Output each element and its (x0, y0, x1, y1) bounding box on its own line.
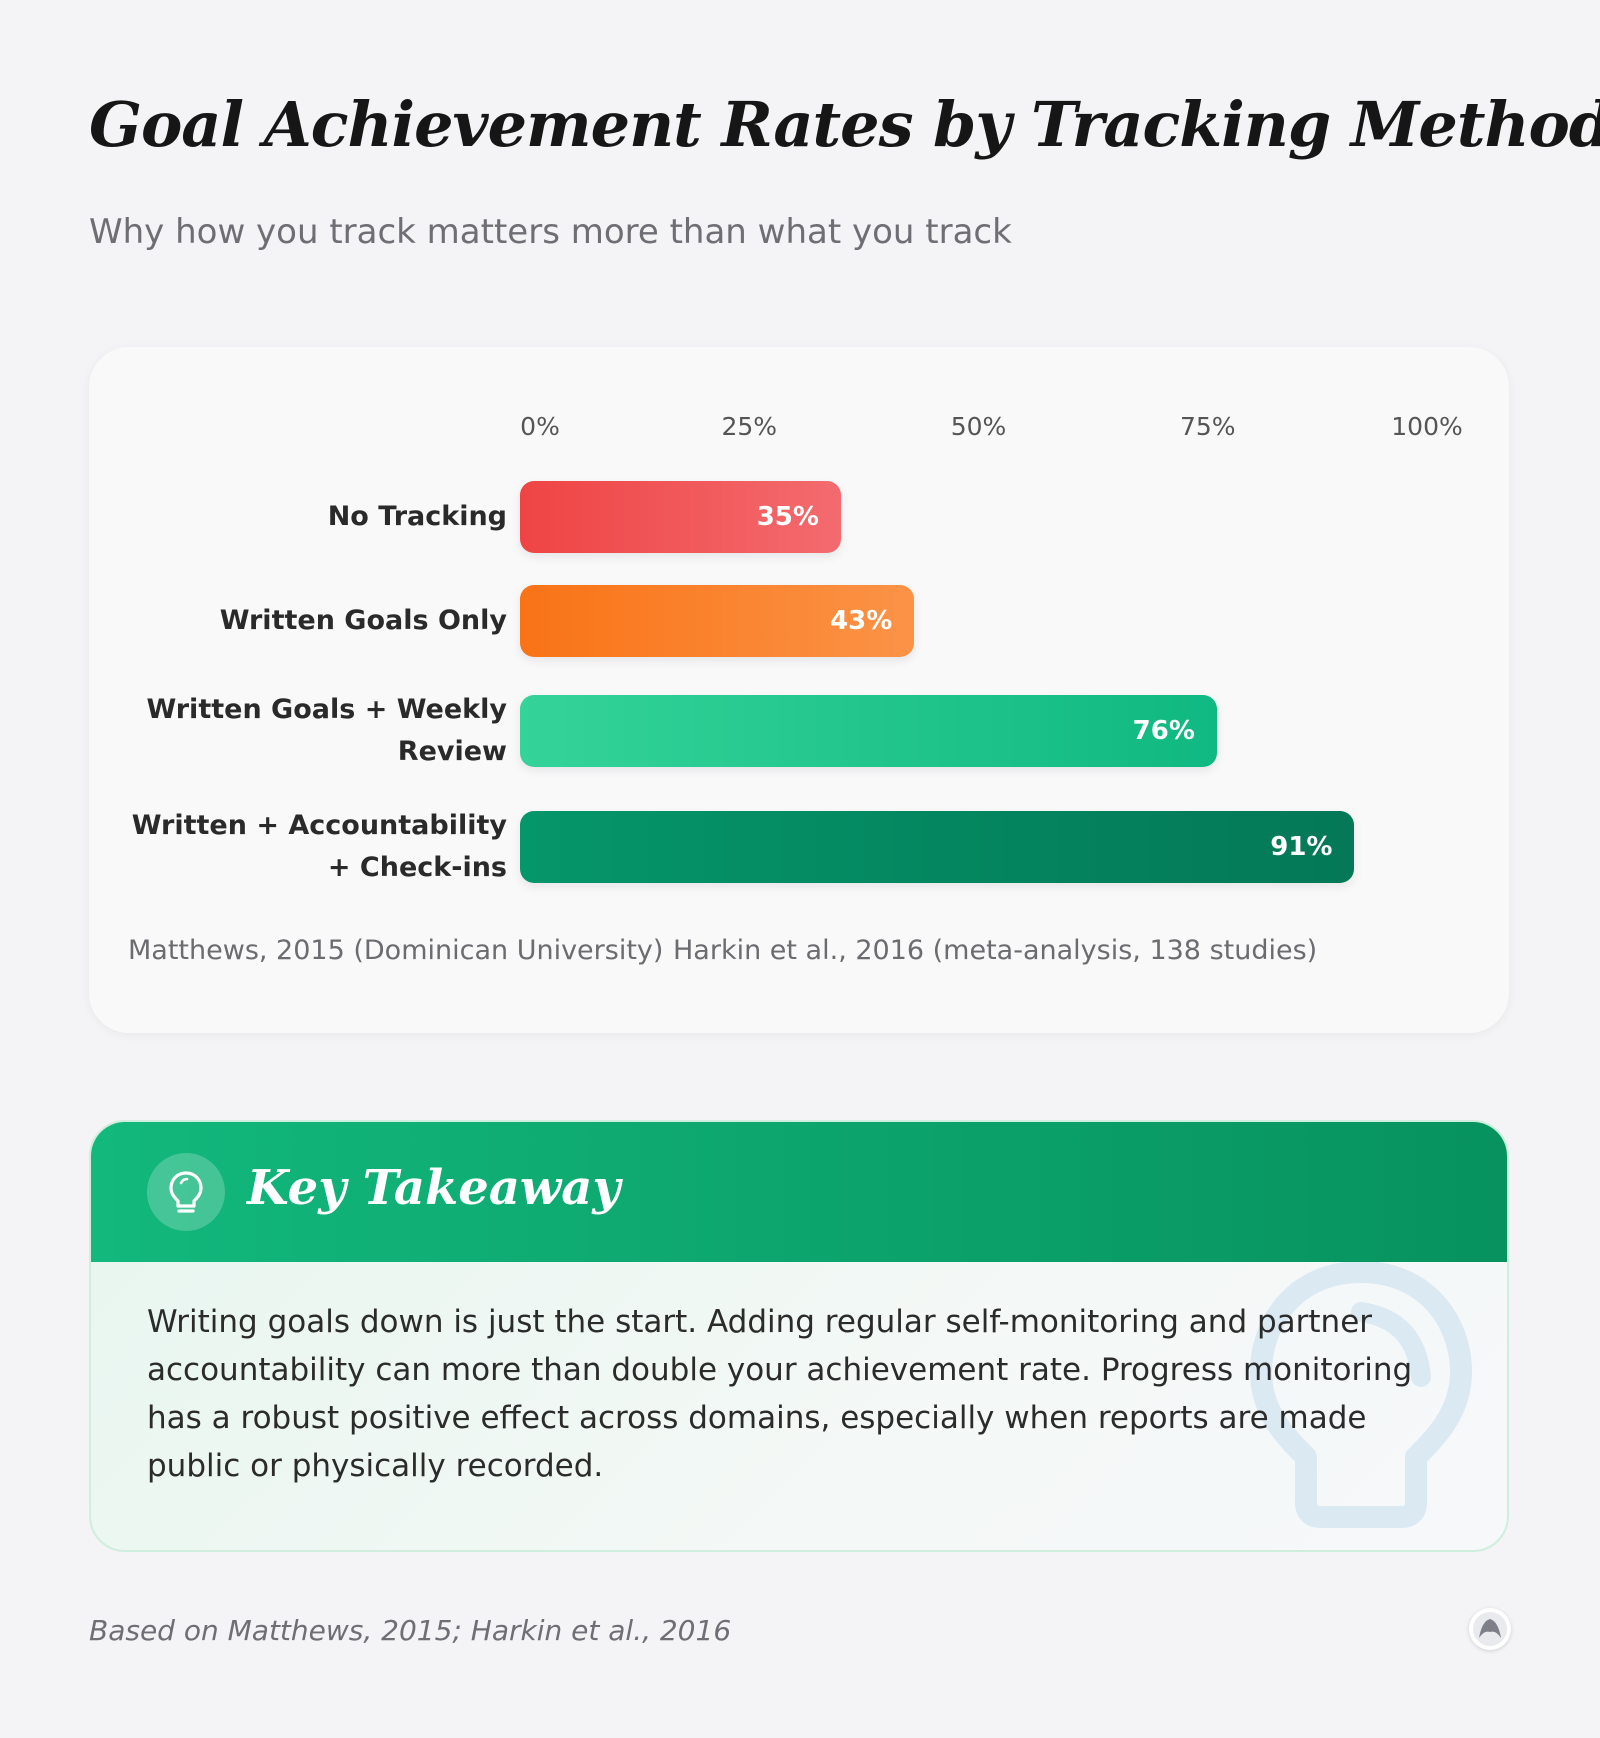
key-takeaway-header: Key Takeaway (91, 1122, 1507, 1262)
x-axis-tick-label: 50% (950, 412, 1007, 441)
lightbulb-watermark-icon (1250, 1262, 1472, 1528)
x-axis-tick-label: 0% (520, 412, 560, 441)
source-label-2: Harkin et al., 2016 (meta-analysis, 138 … (673, 935, 1318, 966)
brand-logo-icon (1469, 1608, 1511, 1650)
bar-value-label: 43% (830, 606, 893, 636)
key-takeaway-panel: Key Takeaway Writing goals down is just … (89, 1120, 1509, 1552)
category-label: Written + Accountability + Check-ins (131, 810, 507, 883)
bar: 35% (520, 481, 841, 553)
chart-card: Matthews, 2015 (Dominican University) Ha… (89, 347, 1509, 1033)
key-takeaway-title: Key Takeaway (247, 1160, 621, 1216)
bar-value-label: 76% (1132, 716, 1195, 746)
category-label: No Tracking (327, 501, 507, 532)
bar-value-label: 35% (756, 502, 819, 532)
category-label: Written Goals Only (219, 605, 507, 636)
page-subtitle: Why how you track matters more than what… (89, 212, 1012, 252)
category-label: Written Goals + Weekly Review (146, 694, 507, 767)
bar: 76% (520, 695, 1217, 767)
x-axis-tick-label: 75% (1179, 412, 1236, 441)
bar: 91% (520, 811, 1355, 883)
x-axis-tick-label: 25% (721, 412, 778, 441)
footer-note: Based on Matthews, 2015; Harkin et al., … (89, 1614, 732, 1647)
key-takeaway-text: Writing goals down is just the start. Ad… (147, 1304, 1413, 1484)
bar: 43% (520, 585, 915, 657)
source-label-1: Matthews, 2015 (Dominican University) (128, 935, 664, 966)
bar-value-label: 91% (1270, 832, 1333, 862)
page-title: Goal Achievement Rates by Tracking Metho… (89, 88, 1600, 161)
lightbulb-icon (147, 1153, 225, 1231)
x-axis-tick-label: 100% (1391, 412, 1463, 441)
